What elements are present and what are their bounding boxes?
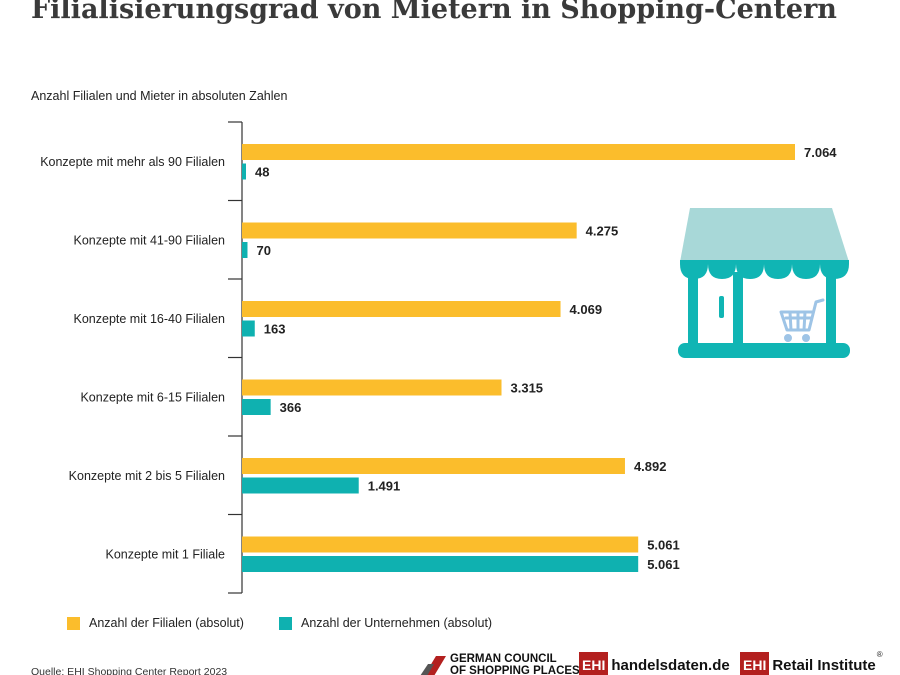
legend-label-unternehmen: Anzahl der Unternehmen (absolut) (301, 616, 493, 630)
category-label: Konzepte mit 41-90 Filialen (74, 234, 226, 248)
shop-floor (678, 343, 850, 358)
shop-icon (678, 208, 850, 358)
bar-unternehmen (242, 477, 359, 494)
bar-filialen (242, 301, 561, 317)
bar-filialen (242, 144, 795, 160)
chart-title: Filialisierungsgrad von Mietern in Shopp… (31, 0, 837, 25)
shop-door-handle (719, 296, 724, 318)
value-label-filialen: 3.315 (511, 381, 544, 396)
value-label-unternehmen: 163 (264, 322, 286, 337)
shop-right-pillar (826, 272, 836, 346)
legend-item-unternehmen: Anzahl der Unternehmen (absolut) (279, 616, 492, 630)
gcsp-line2: OF SHOPPING PLACES (450, 665, 580, 675)
retail-institute-text: Retail Institute (772, 656, 876, 674)
value-label-unternehmen: 366 (280, 400, 302, 415)
value-label-unternehmen: 70 (256, 243, 270, 258)
value-label-unternehmen: 1.491 (368, 479, 401, 494)
legend-swatch-filialen (67, 616, 80, 630)
bar-filialen (242, 536, 639, 553)
shop-awning-scallops (680, 260, 849, 279)
registered-mark: ® (876, 650, 883, 659)
bar-unternehmen (242, 242, 248, 258)
chart-subtitle: Anzahl Filialen und Mieter in absoluten … (31, 89, 288, 103)
category-label: Konzepte mit 16-40 Filialen (74, 312, 226, 326)
bar-unternehmen (242, 399, 271, 415)
legend-label-filialen: Anzahl der Filialen (absolut) (89, 616, 244, 630)
value-label-filialen: 4.069 (570, 302, 603, 317)
value-label-filialen: 5.061 (647, 538, 680, 553)
handelsdaten-text: handelsdaten.de (611, 656, 730, 674)
bar-unternehmen (242, 163, 246, 180)
ehi-mark-2: EHI (740, 652, 770, 675)
bar-filialen (242, 458, 625, 474)
shop-left-pillar (688, 272, 698, 346)
category-label: Konzepte mit 1 Filiale (105, 548, 225, 562)
handelsdaten-logo: EHI handelsdaten.de (579, 650, 730, 675)
bar-unternehmen (242, 556, 639, 572)
value-label-unternehmen: 5.061 (647, 557, 680, 572)
gcsp-line1: GERMAN COUNCIL (450, 653, 557, 665)
bar-filialen (242, 222, 577, 239)
value-label-unternehmen: 48 (255, 165, 269, 180)
value-label-filialen: 4.892 (634, 459, 667, 474)
ehi-mark: EHI (579, 652, 609, 675)
gcsp-logo: GERMAN COUNCIL OF SHOPPING PLACES (418, 650, 580, 675)
category-label: Konzepte mit 2 bis 5 Filialen (69, 469, 225, 483)
shop-roof (680, 208, 849, 262)
gcsp-logo-mark (420, 656, 446, 675)
legend-item-filialen: Anzahl der Filialen (absolut) (67, 616, 244, 630)
category-label: Konzepte mit 6-15 Filialen (80, 391, 225, 405)
retail-institute-logo: EHI Retail Institute ® (740, 650, 883, 675)
shop-door-frame (733, 272, 743, 346)
bar-filialen (242, 379, 502, 396)
bar-unternehmen (242, 320, 255, 337)
category-label: Konzepte mit mehr als 90 Filialen (40, 155, 225, 169)
value-label-filialen: 7.064 (804, 145, 837, 160)
shopping-cart-icon (779, 298, 825, 342)
source-note: Quelle: EHI Shopping Center Report 2023 (31, 666, 228, 675)
legend-swatch-unternehmen (279, 616, 292, 630)
value-label-filialen: 4.275 (586, 224, 619, 239)
